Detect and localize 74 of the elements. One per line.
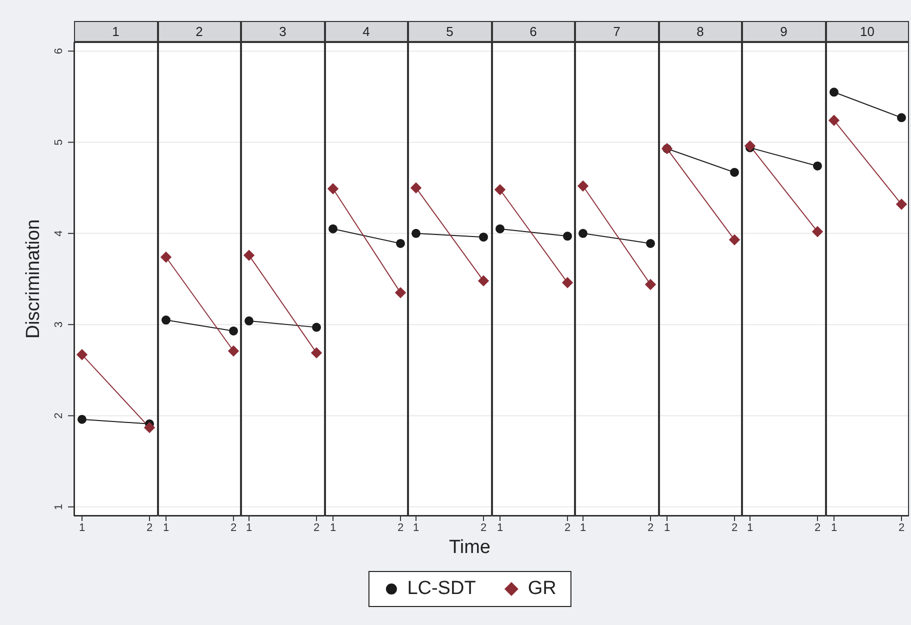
point	[895, 198, 907, 210]
x-tick-label: 2	[647, 522, 654, 534]
x-axis-title: Time	[448, 537, 491, 559]
point	[243, 250, 255, 261]
point	[160, 252, 172, 263]
point	[227, 345, 239, 357]
point	[644, 278, 656, 290]
x-tick-label: 1	[580, 522, 586, 534]
x-tick-label: 1	[412, 522, 420, 534]
point	[813, 161, 822, 170]
point	[478, 275, 490, 286]
y-axis-title: Discrimination	[23, 219, 45, 339]
x-tick-label: 2	[730, 522, 738, 534]
point	[144, 422, 156, 434]
point	[78, 414, 86, 424]
chart-title: 2	[158, 21, 241, 42]
x-tick-label: 2	[396, 522, 404, 534]
legend-label: GR	[528, 578, 556, 600]
point	[328, 224, 337, 234]
x-tick-label: 1	[329, 522, 336, 534]
x-tick-label: 2	[564, 522, 570, 534]
x-tick-label: 2	[814, 522, 821, 534]
point	[812, 226, 824, 238]
point	[896, 113, 906, 122]
chart-title: 3	[241, 21, 324, 42]
x-tick-label: 1	[830, 522, 837, 534]
x-tick-label: 1	[162, 522, 169, 534]
point	[828, 114, 840, 126]
x-tick-label: 1	[496, 522, 503, 534]
point	[244, 316, 254, 326]
point	[744, 140, 756, 152]
point	[410, 182, 422, 194]
point	[76, 349, 88, 360]
chart-title: 10	[826, 21, 909, 42]
y-tick-label: 3	[53, 322, 65, 328]
point	[394, 287, 406, 298]
point	[561, 277, 573, 288]
x-tick-label: 2	[480, 522, 487, 534]
point	[829, 88, 838, 97]
x-tick-label: 1	[746, 522, 754, 534]
y-tick-label: 2	[53, 412, 65, 419]
x-tick-label: 2	[230, 522, 236, 534]
point	[578, 228, 588, 238]
chart-title: 8	[658, 21, 742, 42]
chart-title: 1	[74, 21, 158, 42]
point	[494, 184, 506, 196]
legend-label: LC-SDT	[407, 578, 476, 600]
point	[396, 238, 404, 248]
x-tick-label: 2	[146, 522, 153, 534]
point	[412, 228, 420, 238]
point	[479, 232, 488, 242]
point	[495, 224, 504, 234]
point	[310, 347, 322, 358]
chart-title: 9	[742, 21, 826, 42]
chart-title: 7	[575, 21, 658, 42]
chart-title: 4	[324, 21, 408, 42]
x-tick-label: 1	[78, 522, 86, 534]
point	[161, 316, 170, 325]
point	[326, 183, 338, 194]
y-tick-label: 1	[53, 504, 65, 510]
point	[312, 322, 321, 332]
x-tick-label: 1	[663, 522, 670, 534]
y-tick-label: 5	[53, 139, 65, 146]
y-tick-label: 4	[53, 230, 65, 236]
x-tick-label: 2	[313, 522, 320, 534]
point	[562, 232, 572, 241]
point	[646, 238, 655, 248]
chart-title: 5	[408, 21, 492, 42]
point	[228, 326, 238, 336]
y-tick-label: 6	[53, 48, 65, 54]
point	[577, 180, 589, 192]
x-tick-label: 1	[246, 522, 252, 534]
x-tick-label: 2	[898, 522, 904, 534]
chart-title: 6	[492, 21, 575, 42]
